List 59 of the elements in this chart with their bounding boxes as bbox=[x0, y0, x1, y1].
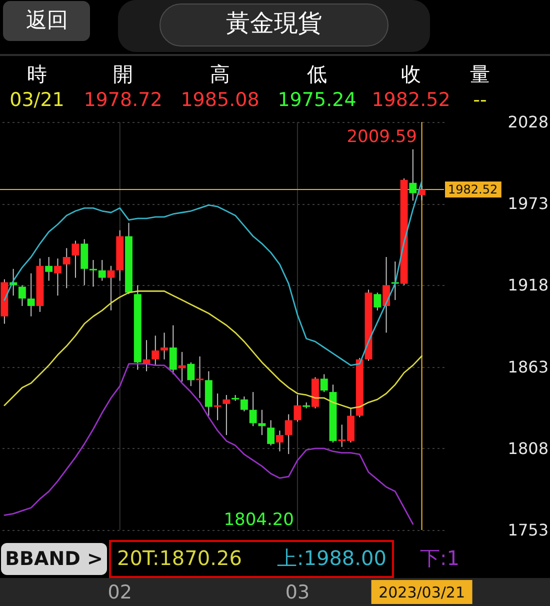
candlestick bbox=[107, 265, 115, 311]
candlestick bbox=[160, 332, 168, 360]
text: 1982.52 bbox=[372, 89, 450, 111]
candlestick bbox=[294, 394, 302, 422]
text: 返回 bbox=[26, 8, 68, 32]
candlestick bbox=[45, 256, 53, 282]
candlestick bbox=[276, 430, 284, 452]
x-tick-label: 03 bbox=[285, 582, 310, 604]
text: 收 bbox=[401, 62, 421, 86]
y-tick-label: 1918 bbox=[508, 276, 548, 295]
candlestick bbox=[169, 324, 177, 375]
text: 1978.72 bbox=[84, 89, 162, 111]
y-tick-label: 1753 bbox=[508, 520, 548, 540]
annotation: 2009.59 bbox=[346, 127, 417, 147]
candlestick bbox=[214, 393, 222, 421]
candlestick bbox=[72, 240, 80, 278]
y-tick-label: 2028 bbox=[508, 112, 548, 132]
candlestick bbox=[374, 292, 382, 311]
ref-line-label: 1982.52 bbox=[448, 182, 498, 196]
line-series bbox=[4, 290, 422, 410]
annotation: 1804.20 bbox=[224, 510, 294, 530]
candlestick bbox=[320, 374, 328, 393]
text: 開 bbox=[113, 62, 133, 86]
candlestick bbox=[249, 392, 257, 427]
text: 時 bbox=[27, 62, 47, 86]
text: 1975.24 bbox=[278, 89, 356, 111]
candlestick bbox=[409, 148, 417, 202]
candlestick bbox=[18, 284, 26, 306]
text: 低 bbox=[307, 62, 327, 86]
candlestick bbox=[284, 414, 292, 455]
candlestick bbox=[98, 259, 106, 282]
candlestick bbox=[62, 248, 70, 289]
candlestick bbox=[90, 259, 97, 288]
candlestick bbox=[258, 409, 266, 436]
y-tick-label: 1863 bbox=[508, 357, 548, 376]
candlestick bbox=[240, 396, 248, 412]
candlestick bbox=[222, 394, 230, 436]
text: 03/21 bbox=[10, 89, 64, 111]
candlestick bbox=[187, 362, 195, 387]
chart-title: 黃金現貨 bbox=[226, 9, 322, 37]
text: 上:1988.00 bbox=[277, 546, 386, 570]
x-tick-label: 2023/03/21 bbox=[378, 584, 466, 602]
text: -- bbox=[473, 89, 487, 111]
text: 1985.08 bbox=[180, 89, 260, 111]
text: 20T:1870.26 bbox=[117, 546, 242, 570]
text: 高 bbox=[210, 62, 230, 86]
candlestick bbox=[27, 272, 35, 317]
candlestick bbox=[152, 335, 160, 366]
text: 量 bbox=[470, 62, 490, 86]
x-tick-label: 02 bbox=[108, 582, 132, 604]
text: 下:1 bbox=[420, 546, 460, 570]
candlestick bbox=[54, 258, 62, 296]
y-tick-label: 1973 bbox=[508, 194, 548, 214]
candlestick bbox=[267, 420, 275, 446]
candlestick bbox=[196, 356, 204, 398]
text: BBAND > bbox=[5, 548, 103, 570]
y-tick-label: 1808 bbox=[508, 438, 548, 458]
candlestick bbox=[178, 351, 186, 382]
candlestick bbox=[382, 256, 390, 334]
